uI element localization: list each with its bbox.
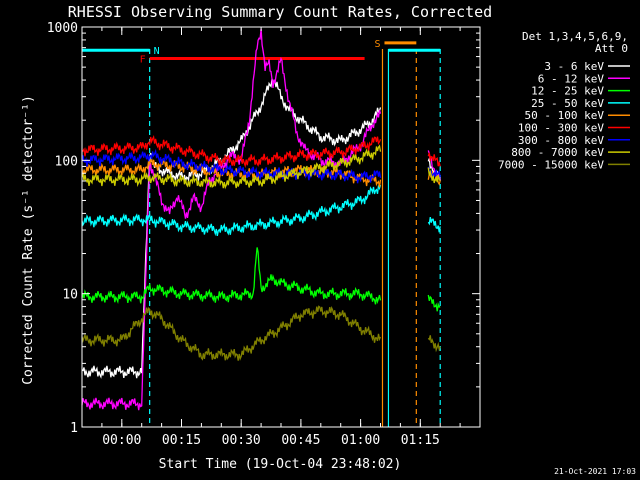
flag-label-s: S bbox=[374, 39, 380, 50]
x-tick-label-5: 01:15 bbox=[401, 433, 440, 448]
y-axis-label: Corrected Count Rate (s⁻¹ detector⁻¹) bbox=[21, 95, 36, 385]
legend-label-0: 3 - 6 keV bbox=[544, 60, 604, 73]
legend-label-3: 25 - 50 keV bbox=[531, 97, 604, 110]
legend-title-line-1: Att 0 bbox=[595, 42, 628, 55]
legend-label-1: 6 - 12 keV bbox=[538, 72, 605, 85]
x-tick-label-4: 01:00 bbox=[341, 433, 380, 448]
series-line-6 bbox=[81, 148, 441, 184]
legend-label-4: 50 - 100 keV bbox=[525, 109, 605, 122]
chart-title: RHESSI Observing Summary Count Rates, Co… bbox=[68, 3, 492, 21]
series-line-5 bbox=[81, 135, 441, 169]
footer-timestamp: 21-Oct-2021 17:03 bbox=[554, 467, 636, 476]
legend-label-2: 12 - 25 keV bbox=[531, 85, 604, 98]
legend-label-6: 300 - 800 keV bbox=[518, 134, 604, 147]
y-tick-label-1: 10 bbox=[62, 288, 78, 303]
y-tick-label-0: 1 bbox=[70, 421, 78, 436]
flag-label-f: F bbox=[140, 55, 146, 66]
x-axis-label: Start Time (19-Oct-04 23:48:02) bbox=[159, 457, 402, 472]
series-line-8 bbox=[81, 305, 441, 361]
legend-title-line-0: Det 1,3,4,5,6,9, bbox=[522, 30, 628, 43]
series-line-7 bbox=[81, 144, 441, 190]
legend-label-7: 800 - 7000 keV bbox=[511, 146, 604, 159]
series-line-3 bbox=[81, 184, 441, 237]
x-tick-label-1: 00:15 bbox=[162, 433, 201, 448]
legend-label-5: 100 - 300 keV bbox=[518, 122, 604, 135]
x-tick-label-2: 00:30 bbox=[222, 433, 261, 448]
x-tick-label-3: 00:45 bbox=[281, 433, 320, 448]
legend-label-8: 7000 - 15000 keV bbox=[498, 158, 604, 171]
y-tick-label-2: 100 bbox=[55, 154, 78, 169]
x-tick-label-0: 00:00 bbox=[102, 433, 141, 448]
flag-label-n: N bbox=[154, 46, 160, 57]
series-line-2 bbox=[81, 247, 441, 312]
y-tick-label-3: 1000 bbox=[47, 21, 78, 36]
plot-marks: NF S bbox=[81, 28, 441, 427]
axes: 1 10 100 1000 00:00 00:15 00:30 00:45 01:00 01:15 bbox=[47, 21, 481, 448]
